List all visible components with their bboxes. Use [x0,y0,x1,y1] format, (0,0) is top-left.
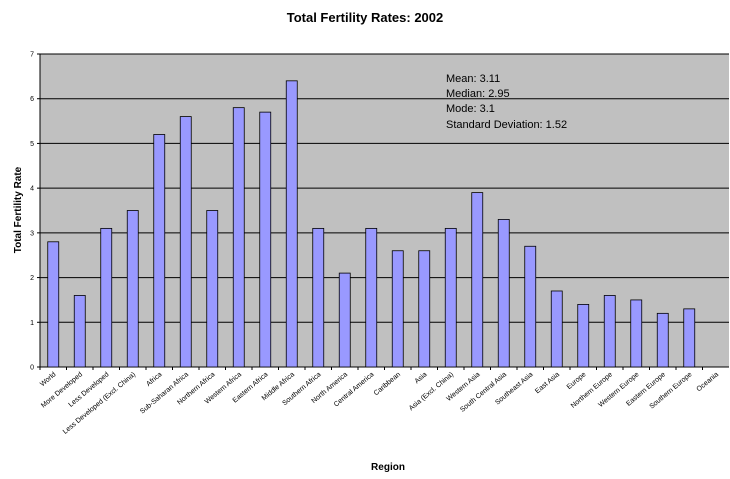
x-tick-label: Africa [145,371,163,388]
y-tick-label: 7 [30,52,34,59]
x-tick-label: East Asia [534,371,561,395]
plot-area [40,54,729,367]
stat-standard-deviation: Standard Deviation: 1.52 [446,119,567,131]
y-tick-label: 4 [30,186,34,193]
y-tick-label: 3 [30,230,34,237]
bar [73,295,86,368]
x-tick-label: Europe [566,371,588,391]
bar [471,192,484,368]
bar [444,227,457,368]
y-tick-label: 0 [30,365,34,372]
y-tick-label: 6 [30,96,34,103]
x-tick-label: Asia (Excl. China) [408,371,455,412]
x-tick-label: Oceania [696,371,721,393]
bar [656,312,669,368]
bar [365,227,378,368]
bar [391,250,404,368]
bar [153,134,166,368]
bar [683,308,696,368]
bar [418,250,431,368]
bar [259,111,272,368]
bar [312,227,325,368]
stat-mean: Mean: 3.11 [446,73,500,85]
bar [630,299,643,368]
x-tick-label: World [39,371,57,388]
y-tick-label: 1 [30,320,34,327]
y-axis-title: Total Fertility Rate [13,166,24,253]
bar [179,116,192,368]
bars [47,80,696,368]
stats-annotation: Mean: 3.11 Median: 2.95 Mode: 3.1 Standa… [446,73,567,131]
stat-median: Median: 2.95 [446,88,510,100]
y-tick-label: 2 [30,275,34,282]
bar [550,290,563,368]
stat-mode: Mode: 3.1 [446,103,495,115]
y-tick-label: 5 [30,141,34,148]
bar [577,303,590,368]
bar [338,272,351,368]
bar [524,245,537,368]
bar [285,80,298,368]
x-tick-label: Asia [414,371,429,385]
y-axis-ticks: 0 1 2 3 4 5 6 7 [30,52,34,372]
bar [47,241,60,368]
bar [232,107,245,368]
x-tick-label: Sub-Saharan Africa [139,371,190,415]
x-tick-label: South Central Asia [459,371,508,414]
x-tick-label: Caribbean [373,371,402,397]
bar [206,210,219,368]
chart-title: Total Fertility Rates: 2002 [287,10,444,25]
bar [126,210,139,368]
bar [100,227,113,368]
bar [497,219,510,368]
bar [603,295,616,368]
x-axis-title: Region [371,462,405,473]
